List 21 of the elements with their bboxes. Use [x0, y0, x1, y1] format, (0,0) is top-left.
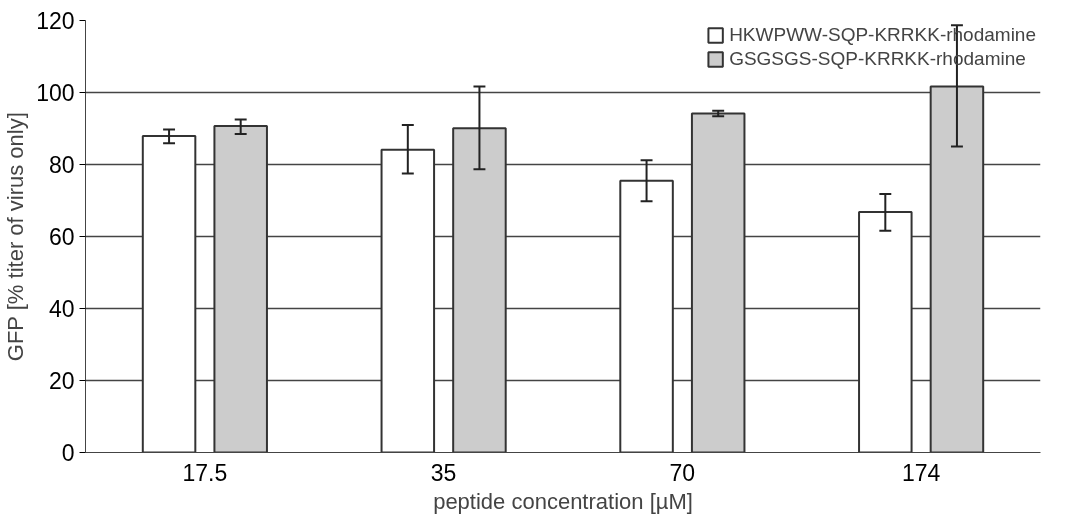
y-tick-label: 120	[36, 8, 75, 34]
y-tick-label: 100	[36, 80, 75, 106]
y-tick-label: 0	[61, 440, 75, 466]
bar	[690, 112, 746, 453]
x-tick-label: 35	[430, 459, 457, 486]
bar	[929, 85, 985, 453]
y-axis-title: GFP [% titer of virus only]	[3, 112, 29, 362]
x-axis-title: peptide concentration [µM]	[433, 488, 693, 514]
y-tick-label: 80	[48, 152, 75, 178]
bar	[452, 127, 507, 453]
bar	[380, 148, 436, 453]
bar	[141, 135, 197, 453]
x-tick-label: 17.5	[182, 459, 228, 486]
x-tick-label: 70	[669, 459, 696, 486]
y-tick-label: 60	[48, 224, 75, 250]
bar	[213, 124, 268, 453]
bar	[858, 211, 913, 453]
y-tick-label: 40	[48, 296, 75, 322]
x-tick-label: 174	[901, 459, 941, 486]
y-tick-label: 20	[48, 368, 75, 394]
bar	[619, 179, 674, 453]
